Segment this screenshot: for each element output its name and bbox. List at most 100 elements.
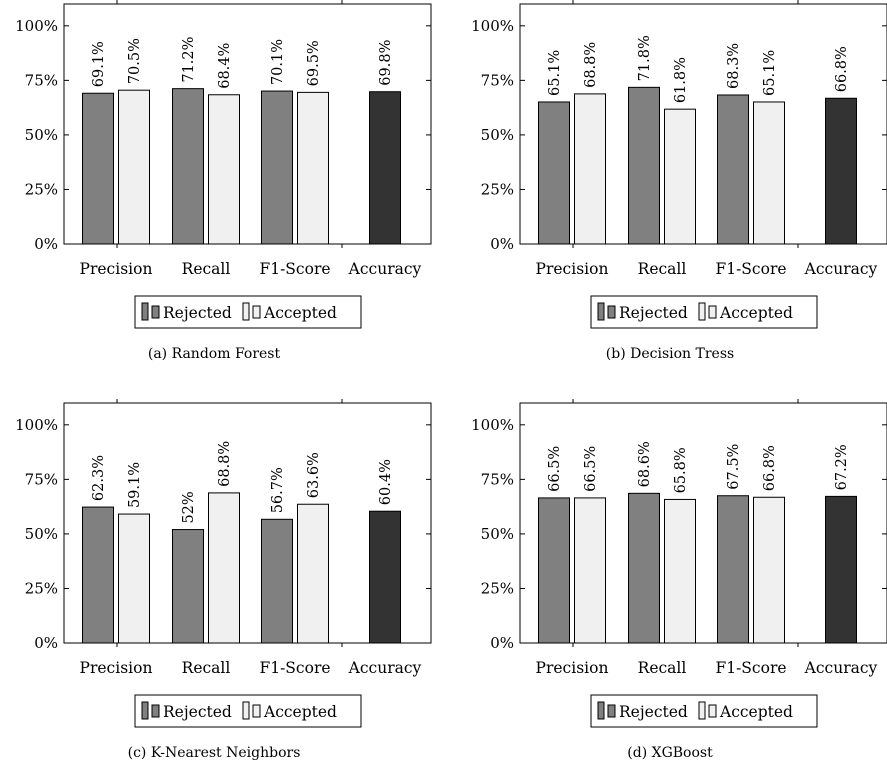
panel-caption: (b) Decision Tress (606, 346, 734, 362)
x-category-label: Precision (536, 260, 609, 278)
bar-accepted-precision (118, 513, 150, 644)
data-label: 68.8% (217, 441, 233, 487)
y-tick-label: 75% (25, 71, 58, 89)
y-tick-label: 75% (481, 71, 514, 89)
legend-swatch (151, 305, 160, 319)
bar-rejected-recall (172, 88, 204, 245)
legend-swatch (607, 704, 616, 718)
data-label: 56.7% (270, 467, 286, 513)
data-label: 70.1% (270, 39, 286, 85)
bar-accepted-precision (574, 497, 606, 644)
y-tick-label: 0% (490, 634, 514, 652)
bar-accepted-recall (208, 492, 240, 644)
bar-rejected-precision (538, 101, 570, 245)
data-label: 65.8% (673, 447, 689, 493)
bar-rejected-f1-score (717, 94, 749, 245)
y-tick-label: 50% (25, 126, 58, 144)
bar-accuracy-accuracy (369, 91, 401, 245)
x-category-label: Recall (638, 659, 687, 677)
bar-accepted-f1-score (753, 496, 785, 644)
y-tick-label: 0% (490, 235, 514, 253)
legend-swatch (708, 305, 717, 319)
x-category-label: Recall (182, 659, 231, 677)
panel-caption: (c) K-Nearest Neighbors (128, 745, 301, 760)
data-label: 61.8% (673, 57, 689, 103)
y-tick-label: 25% (25, 180, 58, 198)
data-label: 62.3% (91, 455, 107, 501)
y-tick-label: 25% (25, 579, 58, 597)
data-label: 65.1% (547, 50, 563, 96)
bar-accuracy-accuracy (825, 495, 857, 644)
data-label: 66.8% (834, 46, 850, 92)
legend-swatch-tall (698, 302, 706, 321)
panel-caption: (a) Random Forest (148, 346, 281, 362)
legend-label: Rejected (163, 304, 232, 322)
data-label: 67.5% (726, 444, 742, 490)
legend-label: Rejected (619, 304, 688, 322)
legend: Rejected Accepted (590, 295, 818, 329)
chart-panel-4: 0% 25% 50% 75% 100% 66.5% 66.5% Precision 68.6% 6… (471, 399, 887, 760)
bar-accuracy-accuracy (825, 97, 857, 245)
x-category-label: Recall (638, 260, 687, 278)
x-category-label: Accuracy (804, 260, 878, 278)
bar-accepted-f1-score (297, 503, 329, 644)
data-label: 60.4% (378, 459, 394, 505)
y-tick-label: 75% (481, 470, 514, 488)
legend-swatch-tall (242, 701, 250, 720)
y-tick-label: 50% (25, 525, 58, 543)
data-label: 69.1% (91, 41, 107, 87)
chart-panel-3: 0% 25% 50% 75% 100% 62.3% 59.1% Precision 52% 68.… (15, 399, 432, 760)
bar-accepted-f1-score (753, 101, 785, 245)
x-category-label: Accuracy (804, 659, 878, 677)
y-tick-label: 25% (481, 579, 514, 597)
legend-swatch (252, 305, 261, 319)
x-category-label: F1-Score (259, 260, 330, 278)
bar-accuracy-accuracy (369, 510, 401, 644)
panel-caption: (d) XGBoost (627, 745, 713, 760)
bar-accepted-recall (208, 94, 240, 245)
bar-accepted-recall (664, 108, 696, 245)
bar-rejected-precision (82, 92, 114, 245)
legend-label: Rejected (163, 703, 232, 721)
legend-label: Accepted (719, 703, 793, 721)
axes-frame (63, 402, 432, 644)
x-category-label: Precision (80, 659, 153, 677)
legend-label: Accepted (263, 703, 337, 721)
bar-accepted-recall (664, 498, 696, 644)
legend-swatch (252, 704, 261, 718)
bar-accepted-f1-score (297, 91, 329, 245)
legend: Rejected Accepted (134, 295, 362, 329)
axes-frame (519, 3, 887, 245)
data-label: 71.8% (637, 35, 653, 81)
y-tick-label: 100% (471, 17, 514, 35)
legend-swatch (708, 704, 717, 718)
bar-rejected-f1-score (261, 90, 293, 245)
x-category-label: Precision (536, 659, 609, 677)
bar-rejected-recall (172, 529, 204, 644)
x-category-label: F1-Score (259, 659, 330, 677)
x-category-label: Accuracy (348, 659, 422, 677)
data-label: 68.6% (637, 441, 653, 487)
data-label: 67.2% (834, 444, 850, 490)
legend: Rejected Accepted (590, 694, 818, 728)
bar-accepted-precision (574, 93, 606, 245)
legend-label: Accepted (719, 304, 793, 322)
axes-frame (519, 402, 887, 644)
y-tick-label: 100% (15, 17, 58, 35)
legend-swatch-tall (242, 302, 250, 321)
data-label: 52% (181, 491, 197, 523)
bar-rejected-precision (538, 497, 570, 644)
y-tick-label: 50% (481, 525, 514, 543)
legend-swatch (151, 704, 160, 718)
legend-swatch-tall (698, 701, 706, 720)
legend-label: Accepted (263, 304, 337, 322)
x-category-label: Recall (182, 260, 231, 278)
data-label: 68.3% (726, 43, 742, 89)
x-category-label: F1-Score (715, 260, 786, 278)
data-label: 59.1% (127, 462, 143, 508)
data-label: 66.5% (583, 446, 599, 492)
chart-panel-2: 0% 25% 50% 75% 100% 65.1% 68.8% Precision 71.8% 6… (471, 0, 887, 362)
bar-accepted-precision (118, 89, 150, 245)
data-label: 68.4% (217, 43, 233, 89)
axes-frame (63, 3, 432, 245)
